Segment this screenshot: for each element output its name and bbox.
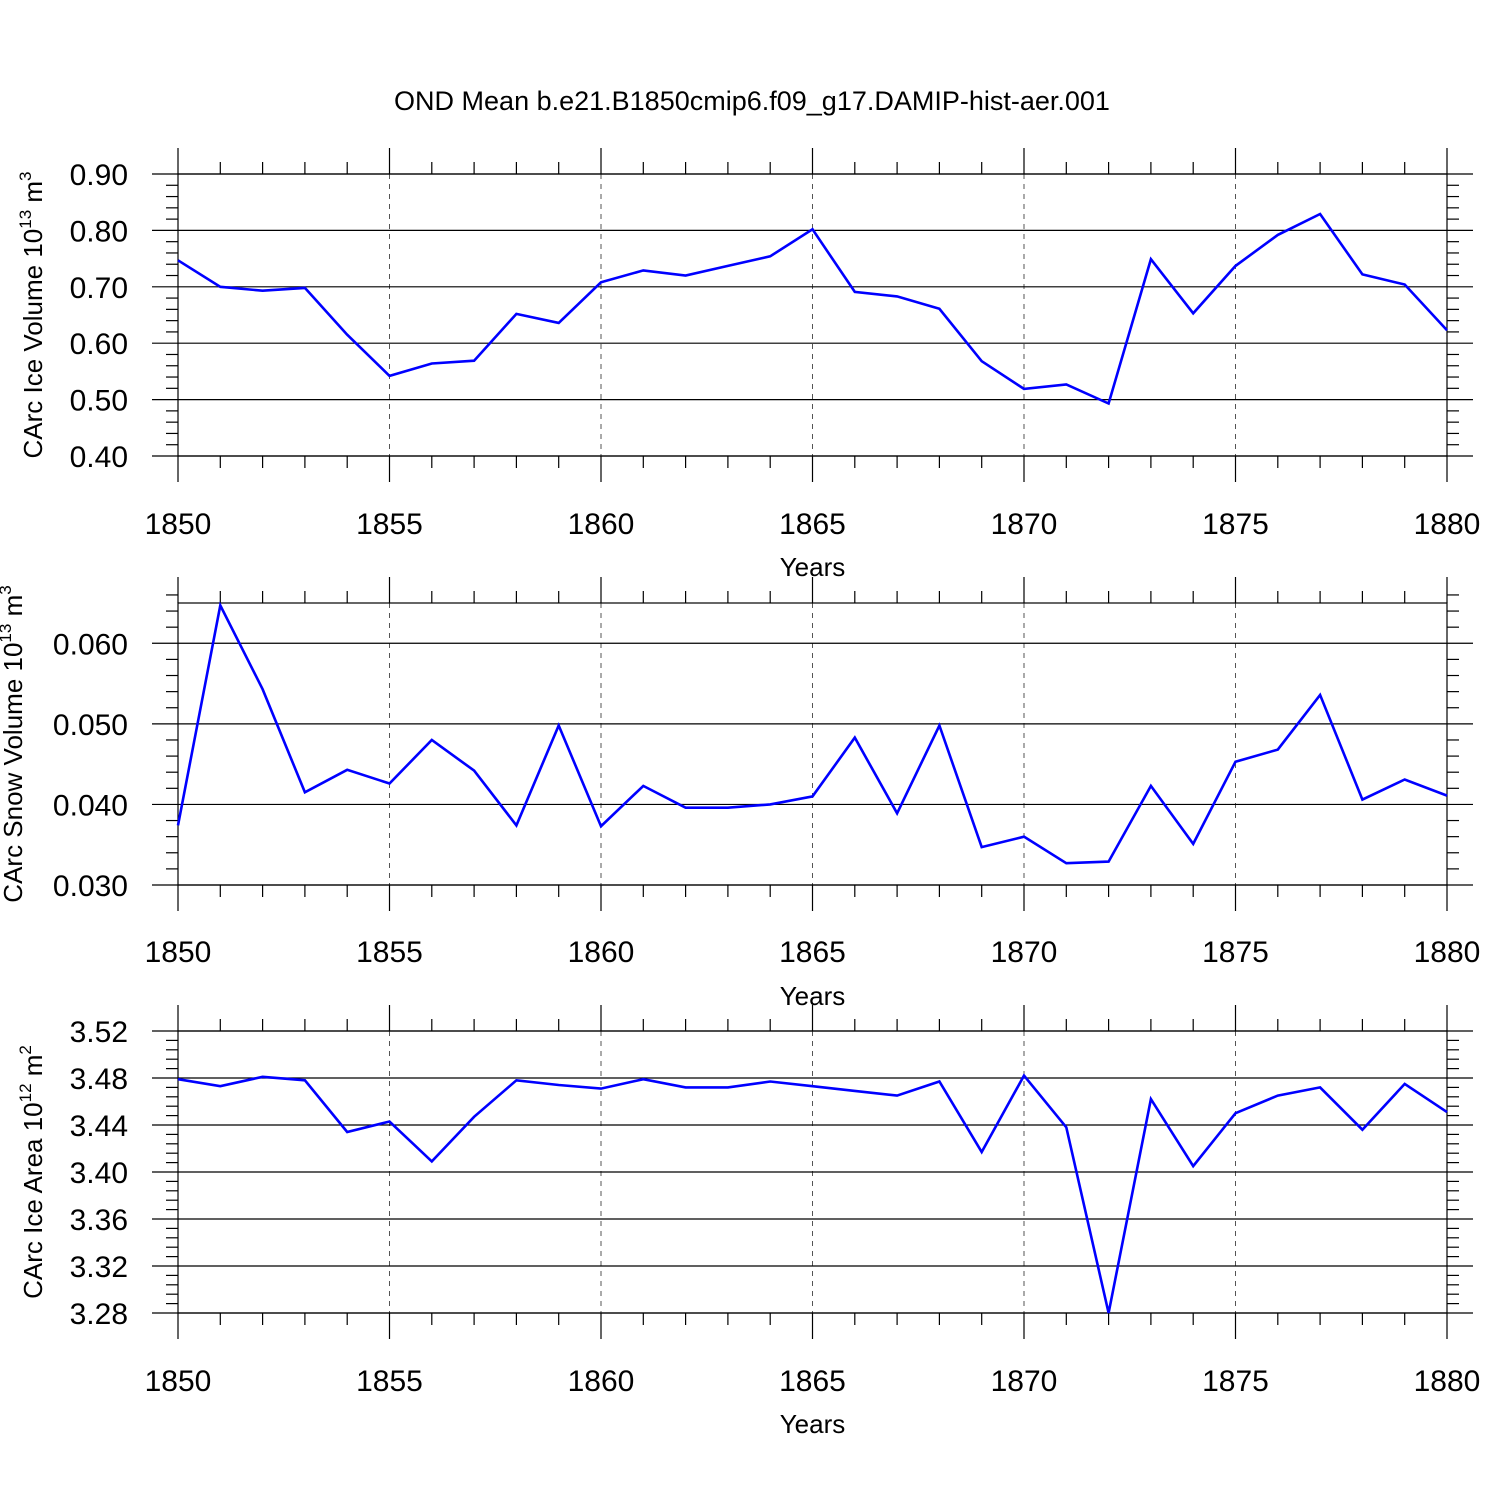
y-tick-label: 3.44 — [70, 1110, 128, 1143]
y-tick-label: 3.52 — [70, 1016, 128, 1049]
x-tick-label: 1875 — [1202, 936, 1269, 969]
x-tick-label: 1870 — [991, 1365, 1058, 1398]
series-line-1 — [177, 1073, 1448, 1314]
y-axis-title: CArc Ice Area 1012 m2 — [16, 1045, 48, 1299]
x-tick-label: 1880 — [1414, 508, 1481, 541]
series-line-1 — [177, 212, 1448, 406]
y-tick-label: 0.040 — [53, 789, 128, 822]
y-tick-label: 3.40 — [70, 1157, 128, 1190]
x-tick-label: 1875 — [1202, 508, 1269, 541]
x-tick-label: 1865 — [779, 936, 846, 969]
y-tick-label: 3.32 — [70, 1251, 128, 1284]
y-tick-label: 0.70 — [70, 272, 128, 305]
x-tick-label: 1865 — [779, 1365, 846, 1398]
x-tick-label: 1850 — [145, 936, 212, 969]
y-tick-label: 0.060 — [53, 628, 128, 661]
panels: 0.40 0.50 0.60 0.70 0.80 0.90 1850 1855 1860 1865… — [0, 148, 1480, 1439]
y-tick-label: 3.36 — [70, 1204, 128, 1237]
x-tick-label: 1875 — [1202, 1365, 1269, 1398]
x-tick-label: 1870 — [991, 508, 1058, 541]
y-tick-label: 0.80 — [70, 215, 128, 248]
x-tick-label: 1865 — [779, 508, 846, 541]
x-tick-label: 1860 — [568, 1365, 635, 1398]
y-tick-label: 0.90 — [70, 159, 128, 192]
y-tick-label: 3.28 — [70, 1298, 128, 1331]
y-tick-label: 0.030 — [53, 870, 128, 903]
x-tick-label: 1850 — [145, 508, 212, 541]
panel-2: 0.030 0.040 0.050 0.060 1850 1855 1860 1865 1870… — [0, 577, 1480, 1011]
series-line-1 — [176, 601, 1448, 865]
panel-3: 3.28 3.32 3.36 3.40 3.44 3.48 3.52 1850 1855 1860… — [16, 1005, 1480, 1439]
figure-title: OND Mean b.e21.B1850cmip6.f09_g17.DAMIP-… — [394, 86, 1110, 116]
y-tick-label: 0.50 — [70, 385, 128, 418]
x-tick-label: 1855 — [356, 508, 423, 541]
x-tick-label: 1850 — [145, 1365, 212, 1398]
x-tick-label: 1880 — [1414, 1365, 1481, 1398]
x-tick-label: 1870 — [991, 936, 1058, 969]
x-tick-label: 1855 — [356, 936, 423, 969]
x-axis-title: Years — [780, 1409, 846, 1439]
y-axis-title: CArc Ice Volume 1013 m3 — [16, 171, 48, 458]
y-tick-label: 0.40 — [70, 441, 128, 474]
y-axis-title: CArc Snow Volume 1013 m3 — [0, 585, 28, 902]
x-tick-label: 1860 — [568, 936, 635, 969]
y-tick-label: 0.60 — [70, 328, 128, 361]
x-tick-label: 1855 — [356, 1365, 423, 1398]
x-tick-label: 1880 — [1414, 936, 1481, 969]
y-tick-label: 3.48 — [70, 1063, 128, 1096]
panel-1: 0.40 0.50 0.60 0.70 0.80 0.90 1850 1855 1860 1865… — [16, 148, 1480, 582]
x-tick-label: 1860 — [568, 508, 635, 541]
y-tick-label: 0.050 — [53, 709, 128, 742]
